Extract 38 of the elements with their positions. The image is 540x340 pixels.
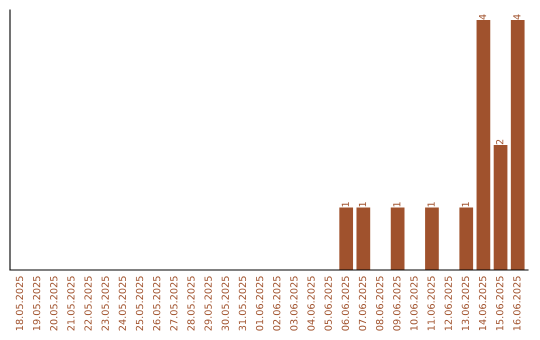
x-tick-label: 15.06.2025 (496, 276, 504, 330)
x-tick-label: 27.05.2025 (170, 276, 178, 331)
data-label: 4 (479, 14, 486, 20)
x-tick-label: 29.05.2025 (204, 276, 212, 331)
x-tick-label: 16.06.2025 (513, 276, 521, 330)
x-tick-label: 12.06.2025 (444, 276, 452, 330)
x-tick-label: 21.05.2025 (67, 276, 75, 331)
x-tick-label: 06.06.2025 (342, 276, 350, 331)
data-label: 2 (496, 140, 504, 144)
data-label: 1 (428, 202, 435, 206)
x-tick-label: 19.05.2025 (32, 276, 40, 330)
x-tick-label: 31.05.2025 (238, 276, 246, 330)
x-tick-label: 11.06.2025 (427, 276, 435, 330)
x-tick-label: 02.06.2025 (273, 276, 280, 331)
x-tick-label: 20.05.2025 (50, 276, 58, 331)
x-tick-label: 03.06.2025 (290, 276, 298, 331)
x-tick-label: 26.05.2025 (152, 276, 160, 331)
x-tick-label: 09.06.2025 (393, 276, 400, 331)
data-label: 1 (342, 202, 349, 206)
x-tick-label: 28.05.2025 (187, 276, 195, 331)
x-tick-label: 22.05.2025 (84, 276, 92, 331)
x-tick-label: 04.06.2025 (307, 276, 315, 331)
x-tick-label: 08.06.2025 (376, 276, 384, 331)
data-label: 1 (462, 202, 469, 206)
data-label: 1 (393, 202, 400, 206)
x-tick-label: 13.06.2025 (462, 276, 470, 330)
x-tick-label: 24.05.2025 (118, 276, 126, 331)
x-tick-label: 30.05.2025 (222, 276, 229, 330)
x-tick-label: 25.05.2025 (136, 276, 144, 331)
x-tick-label: 14.06.2025 (478, 276, 486, 330)
x-tick-label: 07.06.2025 (358, 276, 366, 331)
x-tick-label: 18.05.2025 (16, 276, 24, 330)
x-tick-label: 23.05.2025 (102, 276, 109, 331)
x-tick-label: 10.06.2025 (410, 276, 418, 330)
data-label: 1 (358, 202, 366, 206)
x-tick-label: 05.06.2025 (324, 276, 332, 331)
x-tick-label: 01.06.2025 (256, 276, 264, 331)
data-label: 4 (513, 14, 520, 20)
